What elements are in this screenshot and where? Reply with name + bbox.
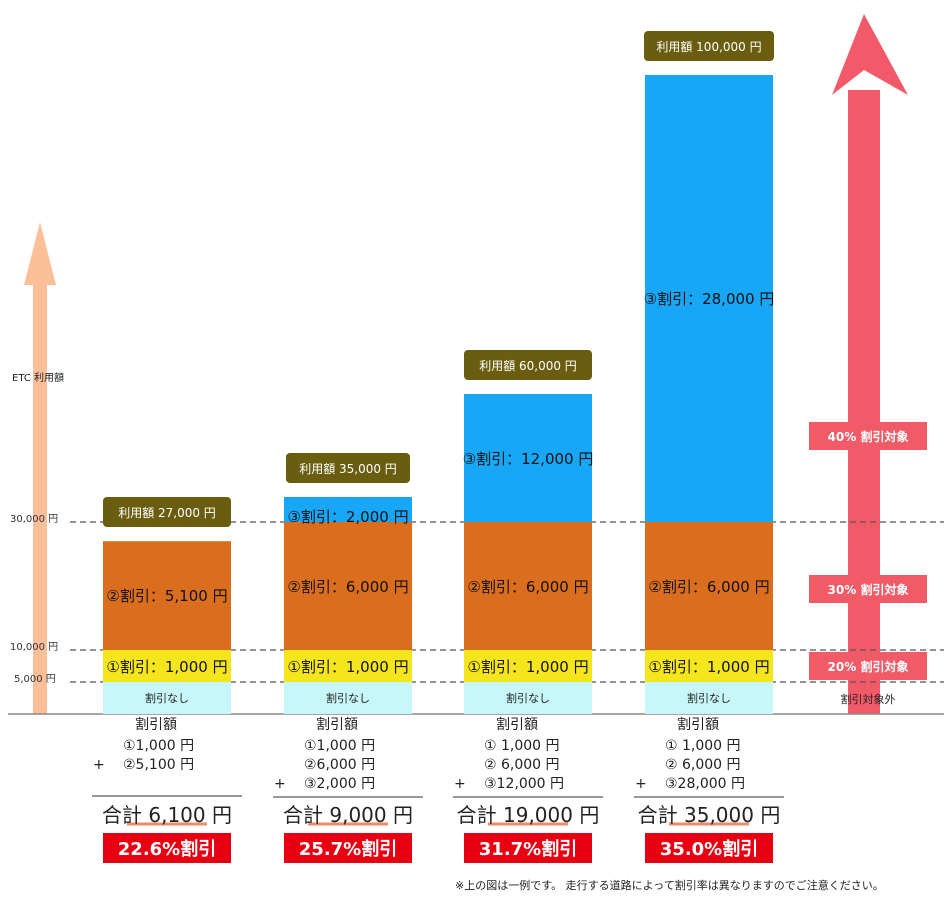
segment-label: ①割引：1,000 円 bbox=[106, 657, 228, 676]
bar-2-tier3-segment bbox=[284, 497, 412, 522]
y-tick-label: 30,000 円 bbox=[10, 514, 59, 525]
breakdown-line: ② 6,000 円 bbox=[665, 757, 741, 773]
bar-3-tier1-segment bbox=[464, 650, 592, 682]
bar-3-no-discount bbox=[464, 682, 592, 714]
bar-2-tier1-segment bbox=[284, 650, 412, 682]
breakdown-plus: + bbox=[93, 757, 105, 773]
breakdown-line: ① 1,000 円 bbox=[484, 738, 560, 754]
total-discount: 合計 19,000 円 bbox=[456, 803, 600, 827]
breakdown-plus: + bbox=[274, 776, 286, 792]
breakdown-title: 割引額 bbox=[135, 717, 177, 733]
tier-label: 20% 割引対象 bbox=[809, 652, 927, 680]
segment-label: ①割引：1,000 円 bbox=[287, 657, 409, 676]
bar-2-tier2-segment bbox=[284, 522, 412, 650]
breakdown-line: ③2,000 円 bbox=[304, 776, 376, 792]
breakdown-line: ②6,000 円 bbox=[304, 757, 376, 773]
bar-4-tier1-segment bbox=[645, 650, 773, 682]
bar-1-tier2-segment bbox=[103, 541, 231, 650]
footnote: ※上の図は一例です。 走行する道路によって割引率は異なりますのでご注意ください。 bbox=[455, 879, 884, 892]
bar-4-tier2-segment bbox=[645, 522, 773, 650]
no-discount-label: 割引なし bbox=[326, 692, 370, 705]
segment-label: ①割引：1,000 円 bbox=[467, 657, 589, 676]
no-discount-label: 割引なし bbox=[145, 692, 189, 705]
segment-label: ②割引：6,000 円 bbox=[648, 577, 770, 596]
segment-label: ③割引：2,000 円 bbox=[287, 508, 409, 526]
segment-label: ③割引：28,000 円 bbox=[643, 290, 775, 308]
segment-label: ①割引：1,000 円 bbox=[648, 657, 770, 676]
breakdown-plus: + bbox=[635, 776, 647, 792]
tier-label: 30% 割引対象 bbox=[809, 575, 927, 603]
breakdown-line: ①1,000 円 bbox=[123, 738, 195, 754]
total-discount: 合計 6,100 円 bbox=[102, 803, 232, 827]
segment-label: ②割引：6,000 円 bbox=[287, 577, 409, 596]
segment-label: ②割引：6,000 円 bbox=[467, 577, 589, 596]
breakdown-plus: + bbox=[454, 776, 466, 792]
discount-arrow-head bbox=[832, 14, 908, 95]
bar-1-no-discount bbox=[103, 682, 231, 714]
segment-label: ③割引：12,000 円 bbox=[462, 449, 594, 468]
breakdown-line: ②5,100 円 bbox=[123, 757, 195, 773]
bar-2-no-discount bbox=[284, 682, 412, 714]
bar-3-tier2-segment bbox=[464, 522, 592, 650]
no-discount-label: 割引なし bbox=[506, 692, 550, 705]
breakdown-title: 割引額 bbox=[677, 717, 719, 733]
usage-badge: 利用額 27,000 円 bbox=[103, 497, 231, 528]
breakdown-line: ③12,000 円 bbox=[484, 776, 564, 792]
total-discount: 合計 9,000 円 bbox=[283, 803, 413, 827]
bar-1-tier1-segment bbox=[103, 650, 231, 682]
discount-rate-badge: 35.0%割引 bbox=[645, 833, 773, 863]
usage-badge: 利用額 60,000 円 bbox=[464, 350, 592, 380]
no-discount-label: 割引なし bbox=[687, 692, 731, 705]
bar-4-tier3-segment bbox=[645, 75, 773, 522]
breakdown-line: ①1,000 円 bbox=[304, 738, 376, 754]
bar-3-tier3-segment bbox=[464, 394, 592, 522]
discount-arrow-shaft bbox=[848, 90, 880, 714]
breakdown-line: ① 1,000 円 bbox=[665, 738, 741, 754]
tier-label: 割引対象外 bbox=[840, 693, 896, 706]
breakdown-title: 割引額 bbox=[496, 717, 538, 733]
y-axis-label: ETC 利用額 bbox=[12, 373, 65, 384]
breakdown-line: ② 6,000 円 bbox=[484, 757, 560, 773]
tier-label: 40% 割引対象 bbox=[809, 422, 927, 450]
bar-4-no-discount bbox=[645, 682, 773, 714]
etc-arrow-shaft bbox=[33, 285, 47, 714]
y-tick-label: 5,000 円 bbox=[14, 674, 56, 685]
total-discount: 合計 35,000 円 bbox=[637, 803, 781, 827]
breakdown-title: 割引額 bbox=[316, 717, 358, 733]
etc-arrow-head bbox=[24, 222, 56, 285]
discount-rate-badge: 22.6%割引 bbox=[103, 833, 231, 863]
discount-rate-badge: 31.7%割引 bbox=[464, 833, 592, 863]
usage-badge: 利用額 35,000 円 bbox=[286, 453, 410, 483]
discount-rate-badge: 25.7%割引 bbox=[284, 833, 412, 863]
usage-badge: 利用額 100,000 円 bbox=[644, 31, 774, 61]
segment-label: ②割引：5,100 円 bbox=[106, 587, 228, 606]
breakdown-line: ③28,000 円 bbox=[665, 776, 745, 792]
y-tick-label: 10,000 円 bbox=[10, 642, 59, 653]
